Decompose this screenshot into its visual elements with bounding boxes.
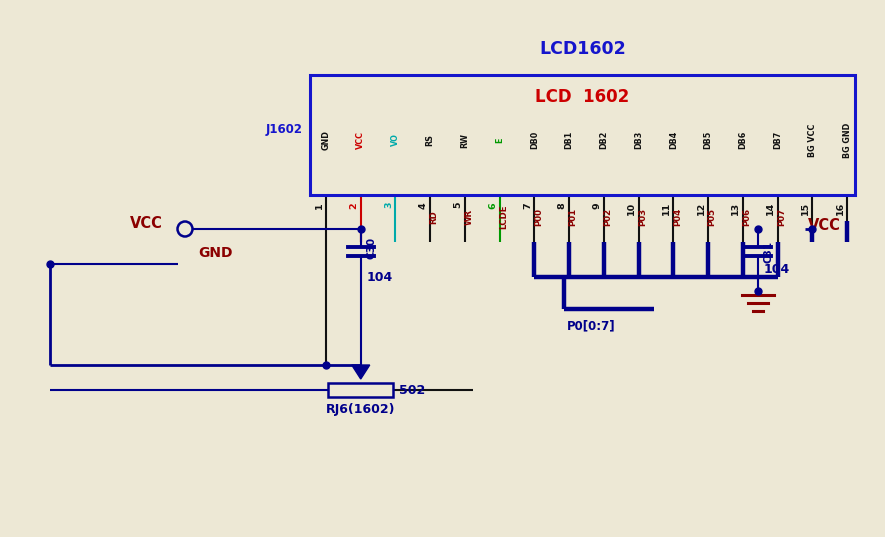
Text: VCC: VCC bbox=[130, 215, 163, 230]
Text: RJ6(1602): RJ6(1602) bbox=[326, 403, 396, 416]
Text: BG GND: BG GND bbox=[843, 122, 851, 158]
Text: 4: 4 bbox=[419, 202, 427, 209]
Text: 13: 13 bbox=[731, 202, 740, 215]
Text: 9: 9 bbox=[592, 202, 602, 209]
Text: 16: 16 bbox=[835, 202, 844, 215]
Text: P03: P03 bbox=[638, 208, 647, 226]
Text: 10: 10 bbox=[627, 202, 636, 215]
Text: DB6: DB6 bbox=[738, 131, 747, 149]
Text: 2: 2 bbox=[350, 202, 358, 209]
Text: 11: 11 bbox=[662, 202, 671, 215]
Text: 8: 8 bbox=[558, 202, 566, 209]
Text: 5: 5 bbox=[453, 202, 463, 208]
Text: C31: C31 bbox=[764, 241, 774, 263]
Text: P07: P07 bbox=[777, 208, 786, 226]
Text: 3: 3 bbox=[384, 202, 393, 208]
Text: 14: 14 bbox=[766, 202, 775, 215]
Text: 7: 7 bbox=[523, 202, 532, 209]
Text: RS: RS bbox=[426, 134, 435, 146]
Text: 502: 502 bbox=[399, 384, 426, 397]
Text: DB3: DB3 bbox=[634, 131, 643, 149]
Text: P01: P01 bbox=[569, 208, 578, 226]
Text: BG VCC: BG VCC bbox=[808, 124, 817, 157]
Text: P02: P02 bbox=[604, 208, 612, 226]
Text: LCD  1602: LCD 1602 bbox=[535, 88, 629, 106]
Text: 12: 12 bbox=[696, 202, 705, 215]
Text: WR: WR bbox=[465, 209, 473, 225]
Text: P06: P06 bbox=[743, 208, 751, 226]
Text: DB5: DB5 bbox=[704, 131, 712, 149]
Text: VCC: VCC bbox=[808, 219, 841, 234]
Text: P00: P00 bbox=[534, 208, 543, 226]
Bar bbox=[328, 383, 393, 397]
Text: DB7: DB7 bbox=[773, 131, 782, 149]
Text: 6: 6 bbox=[489, 202, 497, 209]
Text: 1: 1 bbox=[314, 202, 324, 209]
Text: P05: P05 bbox=[708, 208, 717, 226]
Text: 104: 104 bbox=[764, 263, 790, 276]
Text: RW: RW bbox=[460, 133, 469, 148]
Text: GND: GND bbox=[198, 246, 233, 260]
Text: C30: C30 bbox=[366, 237, 377, 259]
Bar bbox=[310, 75, 855, 195]
Text: J1602: J1602 bbox=[266, 122, 303, 135]
Text: RD: RD bbox=[430, 210, 439, 224]
Text: 15: 15 bbox=[801, 202, 810, 215]
Text: DB4: DB4 bbox=[669, 131, 678, 149]
Text: P0[0:7]: P0[0:7] bbox=[566, 319, 615, 332]
Text: VO: VO bbox=[391, 134, 400, 147]
Text: DB0: DB0 bbox=[530, 131, 539, 149]
Text: GND: GND bbox=[321, 130, 330, 150]
Text: 104: 104 bbox=[366, 271, 393, 284]
Text: VCC: VCC bbox=[357, 131, 366, 149]
Polygon shape bbox=[351, 365, 370, 379]
Text: DB1: DB1 bbox=[565, 131, 573, 149]
Text: LCD1602: LCD1602 bbox=[539, 40, 626, 58]
Text: DB2: DB2 bbox=[599, 131, 608, 149]
Text: E: E bbox=[496, 137, 504, 143]
Text: P04: P04 bbox=[673, 208, 681, 226]
Text: LCDE: LCDE bbox=[499, 205, 508, 229]
